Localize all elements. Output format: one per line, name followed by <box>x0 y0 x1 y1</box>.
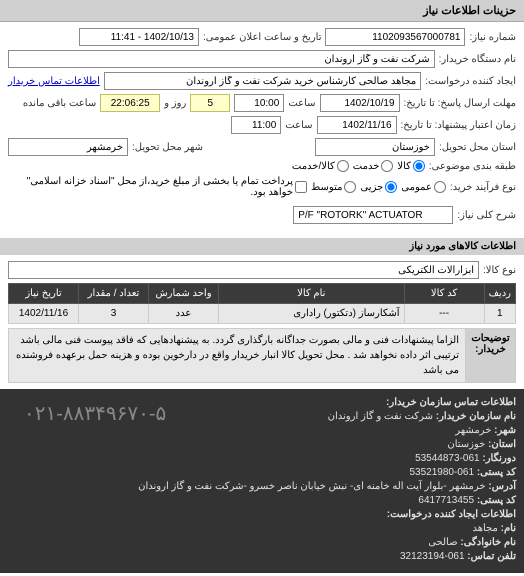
contact-link[interactable]: اطلاعات تماس خریدار <box>8 76 100 87</box>
validity-date-input[interactable] <box>317 116 397 134</box>
deadline-time-input[interactable] <box>234 94 284 112</box>
footer-name-label: نام: <box>501 523 516 534</box>
footer-province-label: استان: <box>488 439 516 450</box>
col-row: ردیف <box>484 284 515 304</box>
time-remaining-input <box>100 94 160 112</box>
table-header-row: ردیف کد کالا نام کالا واحد شمارش تعداد /… <box>9 284 516 304</box>
footer-address-label: آدرس: <box>488 481 516 492</box>
buyer-org-label: نام دستگاه خریدار: <box>439 54 516 65</box>
footer-postcode-label: کد پستی: <box>477 467 516 478</box>
footer-postcode: 061-53521980 <box>410 467 475 478</box>
desc-label: شرح کلی نیاز: <box>457 210 516 221</box>
notes-label: توضیحات خریدار: <box>466 329 516 383</box>
cell-name: آشکارساز (دتکتور) راداری <box>219 304 405 324</box>
col-qty: تعداد / مقدار <box>79 284 149 304</box>
requester-input[interactable] <box>104 72 421 90</box>
time-label-2: ساعت <box>285 120 312 131</box>
footer-name: مجاهد <box>472 523 497 534</box>
request-no-label: شماره نیاز: <box>469 32 516 43</box>
footer-province: خوزستان <box>447 439 485 450</box>
buyer-org-input[interactable] <box>8 50 435 68</box>
deadline-label: مهلت ارسال پاسخ: تا تاریخ: <box>404 98 516 109</box>
deadline-date-input[interactable] <box>320 94 400 112</box>
notes-table: توضیحات خریدار: الزاما پیشنهادات فنی و م… <box>8 328 516 383</box>
panel-title: حزینات اطلاعات نیاز <box>0 0 524 22</box>
footer-postal: 6417713455 <box>418 495 474 506</box>
items-table: ردیف کد کالا نام کالا واحد شمارش تعداد /… <box>8 283 516 324</box>
footer-req-info-label: اطلاعات ایجاد کننده درخواست: <box>387 509 516 520</box>
footer-city: خرمشهر <box>455 425 491 436</box>
col-code: کد کالا <box>404 284 484 304</box>
footer-fax-label: دورنگار: <box>482 453 516 464</box>
footer-city-label: شهر: <box>494 425 516 436</box>
group-radios: کالا خدمت کالا/خدمت <box>292 160 425 172</box>
radio-both[interactable]: کالا/خدمت <box>292 160 349 172</box>
validity-label: زمان اعتبار پیشنهاد: تا تاریخ: <box>401 120 516 131</box>
days-label: روز و <box>164 98 186 109</box>
notes-content: الزاما پیشنهادات فنی و مالی بصورت جداگان… <box>9 329 466 383</box>
col-date: تاریخ نیاز <box>9 284 79 304</box>
type-label: نوع فرآیند خرید: <box>450 182 516 193</box>
province-label: استان محل تحویل: <box>439 142 516 153</box>
col-unit: واحد شمارش <box>149 284 219 304</box>
footer-org: شرکت نفت و گاز اروندان <box>328 411 433 422</box>
requester-label: ایجاد کننده درخواست: <box>425 76 516 87</box>
item-type-label: نوع کالا: <box>483 265 516 276</box>
table-row[interactable]: 1 --- آشکارساز (دتکتور) راداری عدد 3 140… <box>9 304 516 324</box>
footer-big-phone: ۰۲۱-۸۸۳۴۹۶۷۰-۵ <box>8 397 182 430</box>
time-label-1: ساعت <box>288 98 315 109</box>
footer-org-label: نام سازمان خریدار: <box>436 411 516 422</box>
footer: ۰۲۱-۸۸۳۴۹۶۷۰-۵ اطلاعات تماس سازمان خریدا… <box>0 389 524 573</box>
radio-jozi[interactable]: جزیی <box>360 181 397 193</box>
footer-family: صالحی <box>428 537 457 548</box>
type-radios: عمومی جزیی متوسط <box>311 181 446 193</box>
payment-checkbox[interactable]: پرداخت تمام یا بخشی از مبلغ خرید،از محل … <box>8 176 307 198</box>
cell-code: --- <box>404 304 484 324</box>
province-input[interactable] <box>315 138 435 156</box>
footer-postal-label: کد پستی: <box>477 495 516 506</box>
form-section: شماره نیاز: تاریخ و ساعت اعلان عمومی: نا… <box>0 22 524 234</box>
city-input[interactable] <box>8 138 128 156</box>
cell-qty: 3 <box>79 304 149 324</box>
footer-title: اطلاعات تماس سازمان خریدار: <box>386 397 516 408</box>
cell-row: 1 <box>484 304 515 324</box>
validity-time-input[interactable] <box>231 116 281 134</box>
group-label: طبقه بندی موضوعی: <box>429 161 516 172</box>
footer-fax: 061-53544873 <box>415 453 480 464</box>
days-remaining-input <box>190 94 230 112</box>
footer-phone-label: تلفن تماس: <box>467 551 516 562</box>
cell-date: 1402/11/16 <box>9 304 79 324</box>
item-type-input[interactable] <box>8 261 479 279</box>
remaining-label: ساعت باقی مانده <box>23 98 96 109</box>
datetime-input[interactable] <box>79 28 199 46</box>
radio-motavaset[interactable]: متوسط <box>311 181 356 193</box>
radio-omoomi[interactable]: عمومی <box>401 181 446 193</box>
footer-family-label: نام خانوادگی: <box>460 537 516 548</box>
cell-unit: عدد <box>149 304 219 324</box>
col-name: نام کالا <box>219 284 405 304</box>
items-header: اطلاعات کالاهای مورد نیاز <box>0 238 524 255</box>
desc-input[interactable] <box>293 206 453 224</box>
city-label: شهر محل تحویل: <box>132 142 203 153</box>
datetime-label: تاریخ و ساعت اعلان عمومی: <box>203 32 322 43</box>
radio-khedmat[interactable]: خدمت <box>353 160 394 172</box>
footer-address: خرمشهر -بلوار آیت اله خامنه ای- نبش خیاب… <box>138 481 485 492</box>
radio-kala[interactable]: کالا <box>397 160 425 172</box>
footer-phone: 061-32123194 <box>400 551 465 562</box>
request-no-input[interactable] <box>325 28 465 46</box>
